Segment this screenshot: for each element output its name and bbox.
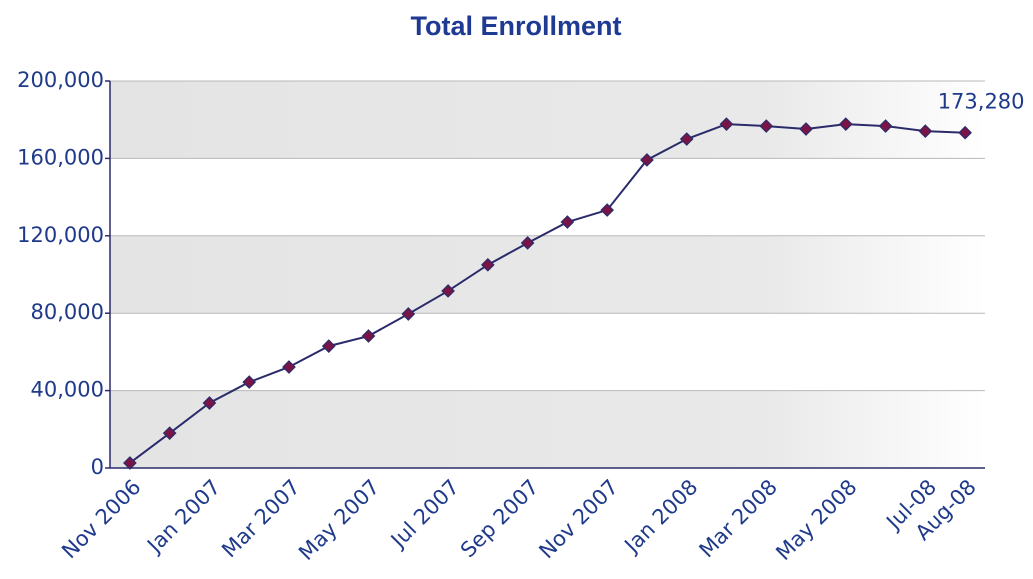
x-tick-label: Mar 2007 bbox=[217, 475, 305, 563]
data-point bbox=[878, 119, 893, 133]
data-point bbox=[123, 456, 137, 470]
data-point bbox=[401, 307, 416, 321]
plot-band bbox=[110, 235, 985, 314]
data-point bbox=[202, 396, 217, 410]
x-tick-label: Sep 2007 bbox=[456, 475, 543, 562]
data-point bbox=[719, 117, 734, 131]
data-point bbox=[480, 257, 495, 272]
y-tick-label: 120,000 bbox=[17, 223, 104, 247]
data-point bbox=[679, 132, 694, 146]
data-point bbox=[560, 215, 575, 229]
data-point bbox=[918, 124, 933, 138]
data-point bbox=[838, 117, 853, 131]
y-tick-label: 80,000 bbox=[31, 300, 104, 324]
y-tick-label: 0 bbox=[91, 455, 104, 479]
x-tick-label: Nov 2006 bbox=[57, 475, 145, 563]
data-point bbox=[799, 122, 813, 136]
y-tick-label: 200,000 bbox=[17, 68, 104, 92]
x-tick-label: Jan 2008 bbox=[619, 475, 703, 559]
data-point bbox=[600, 203, 615, 217]
data-point bbox=[282, 360, 296, 374]
data-point bbox=[520, 236, 535, 250]
plot-band bbox=[110, 81, 985, 159]
series-line bbox=[129, 123, 966, 464]
x-tick-label: Mar 2008 bbox=[695, 475, 783, 563]
data-point bbox=[640, 153, 654, 167]
data-point bbox=[242, 375, 257, 389]
x-tick-label: Jul 2007 bbox=[385, 475, 464, 554]
y-tick-label: 160,000 bbox=[17, 145, 104, 169]
data-point bbox=[321, 339, 336, 353]
x-tick-label: May 2007 bbox=[294, 475, 384, 565]
data-point bbox=[759, 119, 774, 133]
x-tick-label: May 2008 bbox=[771, 475, 861, 565]
x-tick-label: Jan 2007 bbox=[141, 475, 225, 559]
plot-band bbox=[110, 390, 985, 468]
data-label: 173,280 bbox=[938, 90, 1025, 114]
data-point bbox=[361, 329, 376, 343]
data-point bbox=[958, 125, 972, 140]
chart-title: Total Enrollment bbox=[410, 11, 621, 41]
x-tick-label: Nov 2007 bbox=[534, 475, 622, 563]
data-point bbox=[162, 426, 177, 441]
y-tick-label: 40,000 bbox=[31, 378, 104, 402]
data-point bbox=[441, 284, 455, 298]
